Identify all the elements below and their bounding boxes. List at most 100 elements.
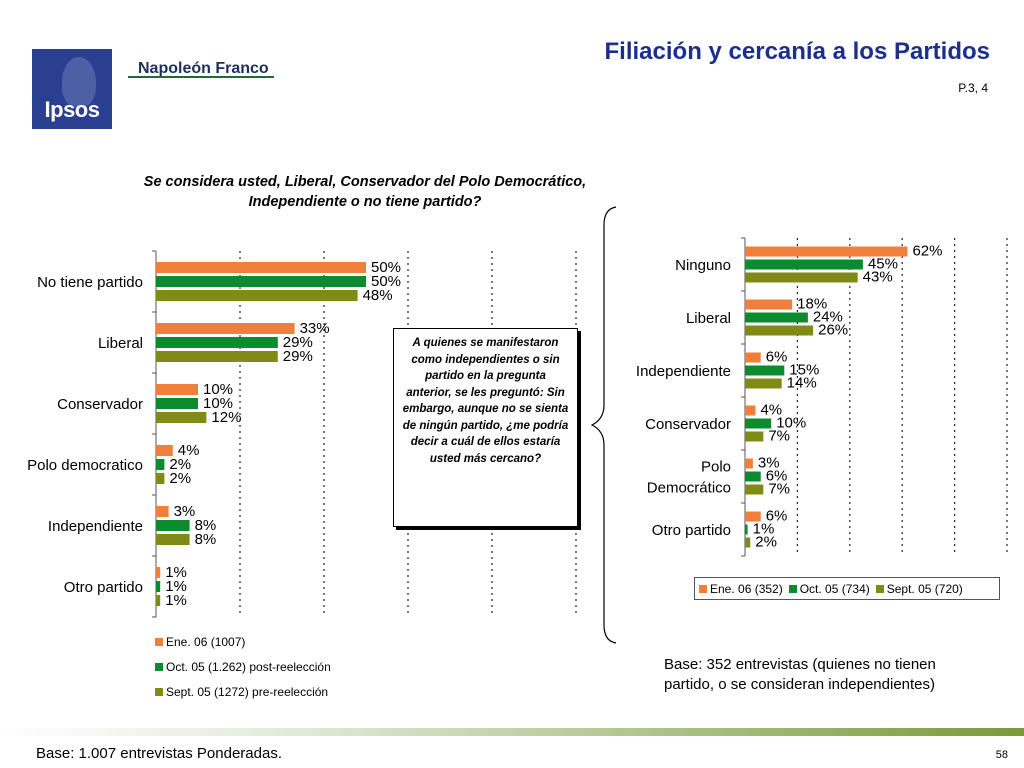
legend-item: Oct. 05 (734) <box>788 581 870 596</box>
category-label: Polo <box>701 458 731 475</box>
bar <box>156 445 173 456</box>
legend-label: Oct. 05 (734) <box>799 581 870 596</box>
category-label: Independiente <box>636 363 731 380</box>
data-label: 43% <box>863 269 893 286</box>
data-label: 3% <box>174 503 196 520</box>
legend-label: Ene. 06 (352) <box>710 581 783 596</box>
brand-underline <box>128 76 274 78</box>
legend-item: Ene. 06 (352) <box>699 582 783 596</box>
callout-note: A quienes se manifestaron como independi… <box>393 328 578 527</box>
bar <box>156 506 169 517</box>
bar <box>156 595 161 606</box>
bar <box>745 246 908 257</box>
data-label: 29% <box>283 348 313 365</box>
bar <box>745 418 772 429</box>
data-label: 2% <box>169 456 191 473</box>
legend-swatch <box>155 687 163 696</box>
category-label: Conservador <box>57 396 143 413</box>
bar <box>156 384 198 395</box>
ipsos-logo: Ipsos <box>32 49 112 129</box>
data-label: 45% <box>868 256 898 273</box>
category-label: Ninguno <box>675 257 731 274</box>
bar <box>745 259 863 270</box>
bar <box>745 325 814 336</box>
bar <box>745 471 761 482</box>
data-label: 48% <box>363 287 393 304</box>
category-label: Otro partido <box>652 522 731 539</box>
legend-swatch <box>155 637 163 646</box>
legend-item: Ene. 06 (1007) <box>155 629 331 654</box>
data-label: 1% <box>165 592 187 609</box>
data-label: 29% <box>283 334 313 351</box>
bar <box>156 323 295 334</box>
bar <box>745 405 756 416</box>
legend-label: Oct. 05 (1.262) post-reelección <box>166 659 331 674</box>
category-label: Polo democratico <box>27 457 143 474</box>
data-label: 4% <box>760 402 782 419</box>
bar <box>156 276 366 287</box>
legend-right: Ene. 06 (352) Oct. 05 (734) Sept. 05 (72… <box>694 577 1000 600</box>
page-title: Filiación y cercanía a los Partidos <box>604 38 991 65</box>
footer-band <box>0 728 1024 736</box>
data-label: 10% <box>203 395 233 412</box>
data-label: 15% <box>789 362 819 379</box>
data-label: 2% <box>169 470 191 487</box>
data-label: 50% <box>371 259 401 276</box>
bar <box>156 581 161 592</box>
data-label: 10% <box>776 415 806 432</box>
legend-label: Sept. 05 (1272) pre-reelección <box>166 684 329 699</box>
data-label: 62% <box>912 243 942 260</box>
bar <box>156 337 278 348</box>
data-label: 26% <box>818 322 848 339</box>
bar <box>156 534 190 545</box>
data-label: 7% <box>768 481 790 498</box>
legend-label: Sept. 05 (720) <box>886 581 963 596</box>
bar <box>745 537 751 548</box>
legend-swatch <box>788 584 797 593</box>
data-label: 1% <box>165 578 187 595</box>
category-label: Conservador <box>645 416 731 433</box>
bar <box>156 412 207 423</box>
bar <box>745 431 764 442</box>
bar <box>156 398 198 409</box>
bar <box>156 459 165 470</box>
data-label: 7% <box>768 428 790 445</box>
bar <box>156 520 190 531</box>
bar <box>745 458 753 469</box>
bar <box>745 312 808 323</box>
data-label: 2% <box>755 534 777 551</box>
base-note-left: Base: 1.007 entrevistas Ponderadas. <box>36 745 282 762</box>
bracket-icon <box>590 206 617 644</box>
data-label: 3% <box>758 455 780 472</box>
bar <box>156 262 366 273</box>
logo-figure-icon <box>62 57 96 107</box>
bar <box>745 352 761 363</box>
data-label: 6% <box>766 349 788 366</box>
data-label: 33% <box>300 320 330 337</box>
data-label: 12% <box>211 409 241 426</box>
data-label: 10% <box>203 381 233 398</box>
bar <box>156 567 161 578</box>
bar <box>745 378 782 389</box>
legend-swatch <box>875 584 884 593</box>
page-number: 58 <box>995 749 1008 761</box>
bar <box>745 365 785 376</box>
page-reference: P.3, 4 <box>958 81 988 95</box>
base-note-right: Base: 352 entrevistas (quienes no tienen… <box>664 656 936 693</box>
data-label: 6% <box>766 468 788 485</box>
data-label: 14% <box>787 375 817 392</box>
data-label: 18% <box>797 296 827 313</box>
category-label: No tiene partido <box>37 274 143 291</box>
bar <box>745 299 793 310</box>
data-label: 1% <box>753 521 775 538</box>
legend-left: Ene. 06 (1007) Oct. 05 (1.262) post-reel… <box>155 629 331 704</box>
brand-name: Napoleón Franco <box>138 60 269 77</box>
category-label: Liberal <box>98 335 143 352</box>
survey-question: Se considera usted, Liberal, Conservador… <box>143 174 587 210</box>
data-label: 8% <box>195 531 217 548</box>
bar <box>156 290 358 301</box>
bar <box>745 272 858 283</box>
category-label: Otro partido <box>64 579 143 596</box>
logo-text: Ipsos <box>44 97 100 122</box>
legend-item: Sept. 05 (720) <box>875 581 963 596</box>
